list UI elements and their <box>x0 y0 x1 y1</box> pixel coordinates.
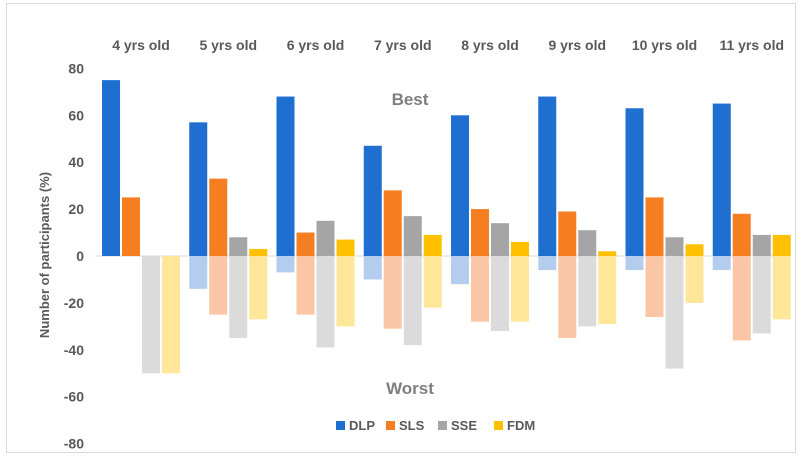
y-tick-label: 80 <box>68 60 84 76</box>
group-label: 8 yrs old <box>461 37 519 53</box>
bar-best-sls <box>558 211 577 256</box>
y-tick-label: -60 <box>64 389 84 405</box>
group-label: 6 yrs old <box>287 37 345 53</box>
group-label: 9 yrs old <box>548 37 606 53</box>
best-bars <box>102 80 791 257</box>
y-axis-title: Number of participants (%) <box>37 172 52 338</box>
legend-swatch-dlp <box>336 421 345 430</box>
bar-best-sls <box>383 190 402 256</box>
y-tick-label: 40 <box>68 154 84 170</box>
legend: DLP SLS SSE FDM <box>336 418 535 433</box>
bar-best-dlp <box>189 122 208 257</box>
bar-best-sls <box>122 197 140 256</box>
bar-worst-sls <box>471 256 489 322</box>
bar-worst-dlp <box>189 256 208 289</box>
group-label: 4 yrs old <box>112 37 170 53</box>
bar-best-sls <box>732 213 751 256</box>
legend-swatch-sls <box>386 421 395 430</box>
bar-best-sse <box>316 220 335 256</box>
bar-worst-sse <box>752 256 771 334</box>
bar-worst-sse <box>316 256 335 348</box>
bar-worst-sls <box>732 256 751 341</box>
bar-best-dlp <box>712 103 731 256</box>
bar-best-fdm <box>685 244 704 256</box>
bar-worst-sse <box>142 256 160 374</box>
bar-best-sse <box>752 234 771 256</box>
bar-worst-sse <box>403 256 422 346</box>
bar-best-fdm <box>423 234 442 256</box>
bar-worst-dlp <box>451 256 469 285</box>
bar-best-fdm <box>511 241 529 256</box>
bar-best-sse <box>403 216 422 256</box>
bar-worst-fdm <box>511 256 529 322</box>
group-label: 10 yrs old <box>632 37 697 53</box>
y-tick-label: 60 <box>68 107 84 123</box>
bar-best-dlp <box>625 108 644 256</box>
bar-best-sls <box>645 197 664 256</box>
bar-worst-dlp <box>363 256 382 280</box>
bar-best-fdm <box>336 239 355 256</box>
y-tick-label: 20 <box>68 201 84 217</box>
bar-worst-fdm <box>162 256 180 374</box>
worst-bars <box>142 256 791 374</box>
bar-best-fdm <box>249 248 268 256</box>
bar-worst-sse <box>578 256 597 327</box>
bar-best-sse <box>665 237 684 256</box>
bar-best-sse <box>578 230 597 256</box>
best-annotation: Best <box>392 90 429 109</box>
bar-worst-sls <box>645 256 664 317</box>
legend-label-fdm: FDM <box>507 418 535 433</box>
bar-best-sse <box>229 237 248 256</box>
bar-worst-sls <box>296 256 315 315</box>
bar-best-sse <box>491 223 509 256</box>
bar-worst-fdm <box>685 256 704 303</box>
y-tick-label: -40 <box>64 342 84 358</box>
bar-worst-sse <box>491 256 509 332</box>
bar-best-sls <box>209 178 228 256</box>
bar-best-dlp <box>276 96 295 256</box>
bar-best-sls <box>296 232 315 256</box>
legend-label-dlp: DLP <box>349 418 375 433</box>
bar-worst-sse <box>229 256 248 339</box>
bar-worst-fdm <box>423 256 442 308</box>
bar-best-fdm <box>772 234 791 256</box>
bar-worst-fdm <box>598 256 617 325</box>
group-label: 7 yrs old <box>374 37 432 53</box>
bar-best-sls <box>471 209 489 256</box>
group-label: 11 yrs old <box>719 37 784 53</box>
bar-best-fdm <box>598 251 617 256</box>
bar-best-dlp <box>363 145 382 256</box>
bar-best-dlp <box>102 80 120 256</box>
bar-worst-dlp <box>712 256 731 271</box>
y-tick-label: 0 <box>76 248 84 264</box>
bar-worst-dlp <box>625 256 644 271</box>
bar-worst-sls <box>209 256 228 315</box>
bar-worst-dlp <box>276 256 295 273</box>
legend-label-sse: SSE <box>451 418 477 433</box>
bar-worst-sse <box>665 256 684 369</box>
y-tick-label: -80 <box>64 436 84 452</box>
y-tick-label: -20 <box>64 295 84 311</box>
bar-worst-fdm <box>772 256 791 320</box>
bar-best-dlp <box>538 96 557 256</box>
group-labels: 4 yrs old 5 yrs old 6 yrs old 7 yrs old 8 yr… <box>112 37 784 53</box>
bar-best-dlp <box>451 115 469 256</box>
bar-worst-fdm <box>336 256 355 327</box>
worst-annotation: Worst <box>386 379 434 398</box>
legend-swatch-sse <box>438 421 447 430</box>
bar-worst-sls <box>558 256 577 339</box>
y-axis: 80 60 40 20 0 -20 -40 -60 -80 <box>64 60 84 451</box>
legend-label-sls: SLS <box>399 418 425 433</box>
bar-worst-sls <box>383 256 402 329</box>
bar-worst-dlp <box>538 256 557 271</box>
bar-worst-fdm <box>249 256 268 320</box>
group-label: 5 yrs old <box>199 37 257 53</box>
legend-swatch-fdm <box>494 421 503 430</box>
